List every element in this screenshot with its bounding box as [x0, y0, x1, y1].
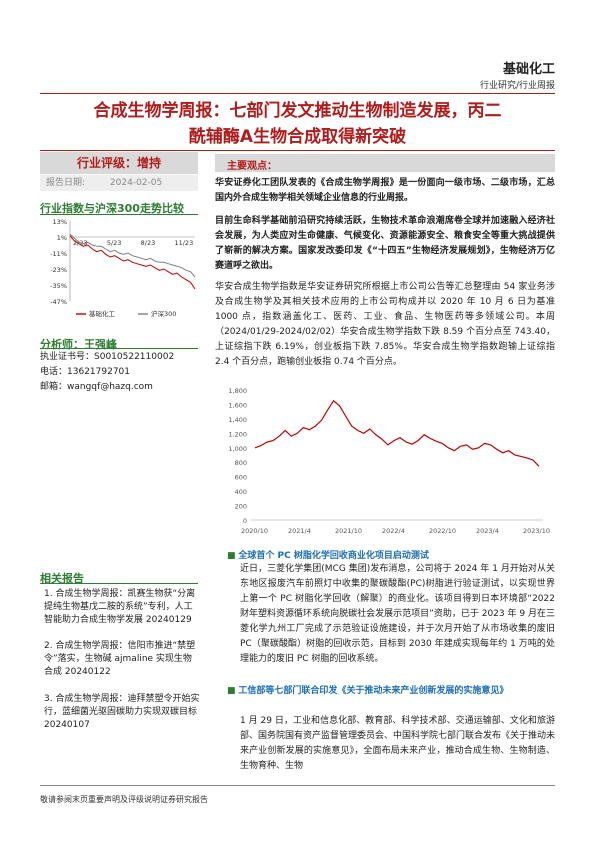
- title-divider: [40, 150, 555, 151]
- synbio-x-tick-label: 2023/10: [523, 527, 550, 535]
- synbio-y-tick-label: 1,200: [228, 430, 247, 438]
- index-series-line-1: [69, 235, 196, 290]
- main-points-paragraph-2: 目前生命科学基础前沿研究持续活跃，生物技术革命浪潮席卷全球并加速融入经济社会发展…: [215, 216, 555, 271]
- related-report-1-num: 1.: [44, 589, 53, 599]
- analyst-email[interactable]: wangqf@hazq.com: [67, 382, 153, 392]
- index-chart-title-rule: [40, 214, 198, 215]
- news-1-body: 近日，三菱化学集团(MCG 集团)发布消息，公司将于 2024 年 1 月开始对…: [240, 564, 555, 664]
- industry-category: 基础化工: [502, 62, 555, 77]
- related-report-2[interactable]: 2. 合成生物学周报：信阳市推进“禁塑令”落实，生物碱 ajmaline 实现生…: [44, 640, 200, 679]
- header-divider: [40, 93, 555, 94]
- analyst-phone-row: 电话：13621792701: [40, 365, 174, 380]
- analyst-license-label: 执业证书号：: [40, 352, 95, 362]
- report-date-label: 报告日期:: [46, 178, 86, 188]
- synbio-y-tick-label: 400: [235, 488, 247, 496]
- footer-divider: [40, 785, 555, 786]
- news-1-title-row: ■ 全球首个 PC 树脂化学回收商业化项目启动测试: [227, 548, 429, 561]
- synbio-y-tick-label: 1,800: [228, 387, 247, 395]
- synbio-y-tick-label: 800: [235, 459, 247, 467]
- rating-label: 行业评级：: [76, 156, 137, 170]
- synbio-index-chart: 1,800 1,600 1,400 1,200 1,000 800 600 400 200 0 2…: [228, 387, 550, 535]
- index-y-tick-label: 1%: [57, 234, 67, 242]
- index-chart-title: 行业指数与沪深300走势比较: [40, 202, 184, 215]
- footer-disclaimer: 敬请参阅末页重要声明及评级说明证券研究报告: [40, 795, 208, 804]
- analyst-license: S0010522110002: [94, 352, 175, 362]
- title-line-1: 合成生物学周报：七部门发文推动生物制造发展，丙二: [93, 101, 502, 121]
- synbio-y-tick-label: 200: [235, 503, 247, 511]
- index-legend-label-2: 沪深300: [151, 309, 176, 318]
- analyst-phone-label: 电话：: [40, 367, 68, 377]
- index-series-line-2: [69, 233, 196, 278]
- main-points-paragraph-3: 华安合成生物学指数是华安证券研究所根据上市公司公告等汇总整理由 54 家业务涉及…: [215, 282, 555, 367]
- synbio-y-tick-label: 1,600: [228, 401, 247, 409]
- news-2-title-row: ■ 工信部等七部门联合印发《关于推动未来产业创新发展的实施意见》: [227, 684, 555, 698]
- index-x-tick-label: 5/23: [107, 239, 122, 247]
- report-date-value: 2024-02-05: [109, 178, 163, 188]
- synbio-x-tick-label: 2023/4: [476, 527, 499, 535]
- synbio-y-tick-label: 600: [235, 474, 247, 482]
- synbio-x-tick-label: 2020/10: [241, 527, 268, 535]
- analyst-license-row: 执业证书号：S0010522110002: [40, 350, 174, 365]
- related-report-1-text: 合成生物学周报：凯赛生物获“分离提纯生物基戊二胺的系统”专利，人工智能助力合成生…: [44, 589, 196, 625]
- title-line-2: 酰辅酶A生物合成取得新突破: [188, 127, 407, 147]
- synbio-x-tick-label: 2021/4: [288, 527, 311, 535]
- index-x-tick-label: 8/23: [141, 239, 156, 247]
- news-2-body: 1 月 29 日，工业和信息化部、教育部、科学技术部、交通运输部、文化和旅游部、…: [240, 716, 556, 771]
- related-report-2-text: 合成生物学周报：信阳市推进“禁塑令”落实，生物碱 ajmaline 实现生物合成…: [44, 641, 196, 677]
- related-report-3-text: 合成生物学周报：迪拜禁塑令开始实行，蓝细菌光驱固碳助力实现双碳目标 202401…: [44, 694, 200, 730]
- related-report-3[interactable]: 3. 合成生物学周报：迪拜禁塑令开始实行，蓝细菌光驱固碳助力实现双碳目标 202…: [44, 693, 200, 732]
- synbio-x-tick-label: 2022/4: [382, 527, 405, 535]
- rating-value: 增持: [137, 156, 162, 170]
- main-points-bar: 主要观点：: [215, 154, 555, 172]
- index-legend-label-1: 基础化工: [89, 309, 116, 318]
- synbio-y-tick-label: 0: [243, 517, 247, 525]
- related-title-rule: [40, 583, 198, 584]
- index-comparison-chart: 13%1%-11%-23%-35%-47% 2/23 5/23 8/23 11/23 …: [50, 218, 196, 318]
- index-y-tick-label: -23%: [50, 266, 67, 274]
- index-x-tick-label: 11/23: [174, 239, 193, 247]
- synbio-x-tick-label: 2022/10: [429, 527, 456, 535]
- analyst-title-rule: [40, 348, 198, 349]
- index-y-tick-label: 13%: [53, 218, 67, 226]
- synbio-series-line: [254, 399, 540, 467]
- main-points-title: 主要观点：: [227, 161, 277, 172]
- index-y-tick-label: -35%: [50, 282, 67, 290]
- report-title: 合成生物学周报：七部门发文推动生物制造发展，丙二 酰辅酶A生物合成取得新突破: [40, 98, 555, 150]
- rating-box: 行业评级：增持: [40, 152, 198, 174]
- analyst-name: 分析师：王强峰: [40, 338, 117, 351]
- related-reports-title: 相关报告: [40, 572, 84, 585]
- analyst-info: 执业证书号：S0010522110002 电话：13621792701 邮箱：w…: [40, 350, 174, 395]
- news-1-bullet-icon: ■: [227, 551, 236, 561]
- index-y-tick-label: -47%: [50, 298, 67, 306]
- main-points-intro: 华安证券化工团队发表的《合成生物学周报》是一份面向一级市场、二级市场，汇总国内外…: [215, 178, 555, 203]
- related-report-1[interactable]: 1. 合成生物学周报：凯赛生物获“分离提纯生物基戊二胺的系统”专利，人工智能助力…: [44, 588, 200, 627]
- synbio-x-tick-label: 2021/10: [335, 527, 362, 535]
- analyst-phone: 13621792701: [67, 367, 131, 377]
- related-report-3-num: 3.: [44, 694, 53, 704]
- news-2-bullet-icon: ■: [227, 686, 236, 696]
- synbio-y-tick-label: 1,000: [228, 445, 247, 453]
- analyst-email-row: 邮箱：wangqf@hazq.com: [40, 380, 174, 395]
- news-2-title[interactable]: 工信部等七部门联合印发《关于推动未来产业创新发展的实施意见》: [238, 686, 509, 696]
- report-type: 行业研究/行业周报: [479, 81, 555, 91]
- synbio-y-tick-label: 1,400: [228, 416, 247, 424]
- index-y-tick-label: -11%: [50, 250, 67, 258]
- related-report-2-num: 2.: [44, 641, 53, 651]
- report-date-box: 报告日期: 2024-02-05: [40, 175, 198, 191]
- news-1-title[interactable]: 全球首个 PC 树脂化学回收商业化项目启动测试: [238, 551, 429, 561]
- analyst-email-label: 邮箱：: [40, 382, 68, 392]
